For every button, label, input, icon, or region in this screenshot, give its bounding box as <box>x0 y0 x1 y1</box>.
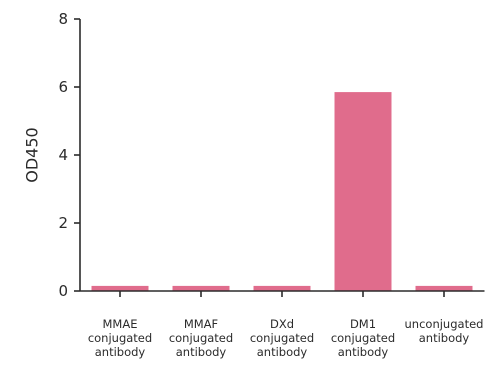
bar <box>415 285 473 291</box>
y-axis: 0 2 4 6 8 <box>58 10 81 300</box>
bar <box>334 92 392 291</box>
x-tick-label: DXd conjugated antibody <box>250 317 314 359</box>
y-tick-label: 2 <box>58 214 68 232</box>
x-tick-label: unconjugated antibody <box>405 317 484 345</box>
bar <box>253 285 311 291</box>
y-tick-label: 0 <box>58 282 68 300</box>
x-axis: MMAE conjugated antibody MMAF conjugated anti… <box>80 290 485 359</box>
y-axis-title: OD450 <box>23 127 42 182</box>
bars <box>91 92 473 291</box>
y-tick-label: 6 <box>58 78 68 96</box>
x-tick-label: MMAF conjugated antibody <box>169 317 233 359</box>
y-tick-label: 4 <box>58 146 68 164</box>
bar <box>91 285 149 291</box>
x-tick-label: DM1 conjugated antibody <box>331 317 395 359</box>
x-tick-label: MMAE conjugated antibody <box>88 317 152 359</box>
y-tick-label: 8 <box>58 10 68 28</box>
bar <box>172 285 230 291</box>
